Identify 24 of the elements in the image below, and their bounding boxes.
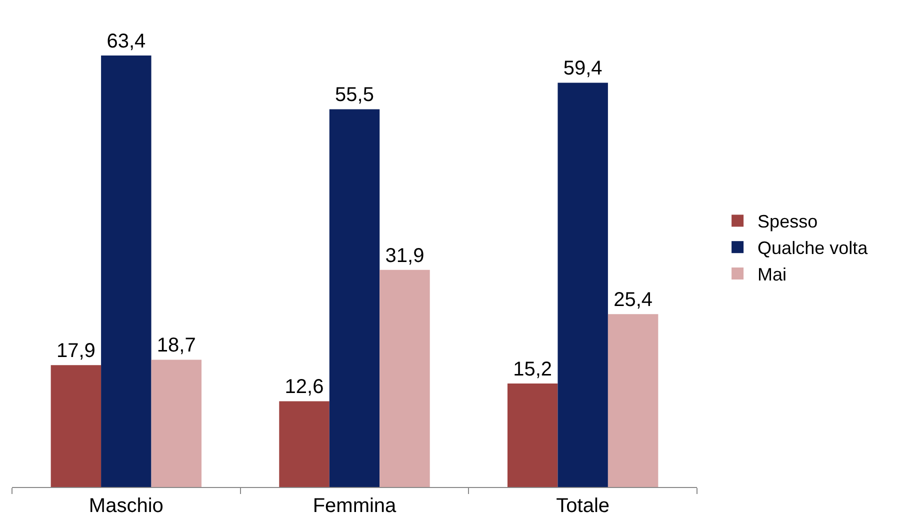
- bar: [608, 314, 658, 487]
- bar: [279, 401, 330, 487]
- data-label: 17,9: [56, 340, 96, 362]
- bar: [558, 82, 608, 487]
- bar: [50, 365, 102, 487]
- x-tick-label: Femmina: [312, 495, 398, 517]
- bar: [101, 55, 152, 487]
- data-label: 59,4: [563, 58, 602, 80]
- data-label: 12,6: [284, 376, 324, 398]
- data-label: 55,5: [335, 84, 374, 106]
- x-tick-label: Totale: [556, 495, 610, 517]
- bar: [329, 109, 380, 487]
- bar: [380, 270, 430, 487]
- data-label: 63,4: [106, 30, 146, 52]
- bar: [151, 360, 202, 487]
- legend-label: Mai: [758, 264, 787, 285]
- data-label: 25,4: [614, 289, 653, 312]
- legend-label: Spesso: [758, 212, 818, 232]
- bar: [507, 384, 558, 487]
- data-label: 18,7: [156, 334, 196, 357]
- x-tick-label: Maschio: [88, 495, 164, 517]
- legend-label: Qualche volta: [758, 238, 869, 258]
- data-label: 31,9: [385, 244, 424, 267]
- data-label: 15,2: [513, 358, 552, 381]
